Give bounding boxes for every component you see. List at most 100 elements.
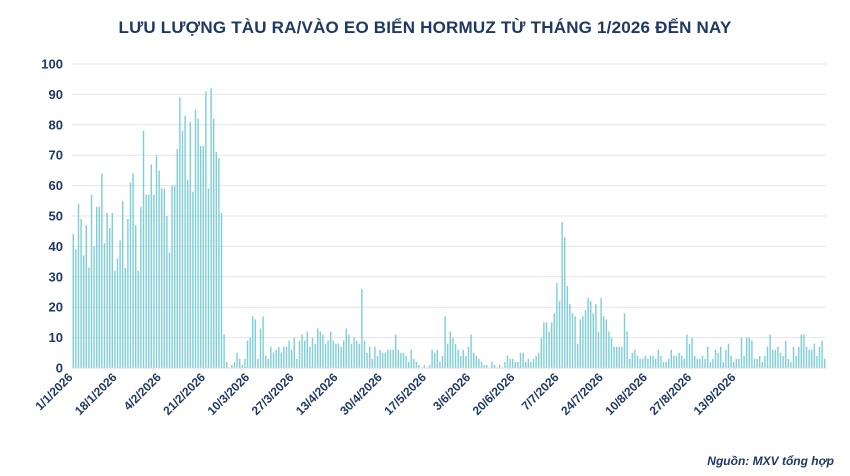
bar — [602, 316, 605, 368]
bar — [366, 352, 368, 368]
bar — [207, 188, 210, 368]
y-tick-label: 70 — [49, 148, 63, 163]
bar — [246, 340, 249, 368]
bar — [267, 358, 270, 368]
bar — [527, 358, 530, 368]
bar — [792, 346, 795, 368]
bar — [743, 355, 745, 368]
y-tick-label: 10 — [49, 330, 63, 345]
bar — [714, 349, 717, 368]
bar — [530, 361, 532, 368]
bar — [571, 313, 574, 368]
bar — [592, 313, 595, 368]
bar — [740, 337, 743, 368]
y-tick-label: 90 — [49, 87, 63, 102]
bar — [75, 249, 77, 368]
bar — [153, 194, 155, 368]
bar — [823, 358, 826, 368]
bar — [179, 97, 181, 368]
bar — [459, 355, 462, 368]
bar — [769, 334, 771, 368]
bar — [158, 170, 160, 368]
bar — [405, 355, 407, 368]
bar — [800, 334, 803, 368]
x-tick-label: 30/4/2026 — [337, 370, 385, 418]
bar — [142, 130, 145, 368]
bar — [686, 334, 688, 368]
bar — [127, 219, 129, 368]
bar — [805, 346, 808, 368]
bar — [709, 361, 712, 368]
bar — [329, 331, 332, 368]
bar — [303, 340, 306, 368]
bar — [173, 185, 176, 368]
bar — [145, 194, 147, 368]
bar — [134, 225, 137, 368]
bar — [556, 282, 558, 368]
bar — [735, 358, 738, 368]
bar — [582, 316, 584, 368]
bar — [808, 349, 810, 368]
bar — [491, 361, 493, 368]
bar — [93, 246, 95, 368]
bar — [394, 334, 397, 368]
bar — [155, 155, 158, 368]
source-note: Nguồn: MXV tổng hợp — [707, 454, 834, 468]
bar — [428, 364, 431, 368]
bar — [439, 361, 441, 368]
bar — [660, 355, 662, 368]
bar — [472, 352, 475, 368]
bar — [600, 298, 602, 368]
bar — [314, 343, 316, 368]
bar — [623, 313, 626, 368]
bar — [392, 349, 394, 368]
bar — [192, 191, 194, 368]
bar — [717, 352, 719, 368]
bar — [387, 349, 389, 368]
bar — [727, 343, 730, 368]
bar — [324, 343, 327, 368]
bar — [290, 349, 293, 368]
x-tick-label: 27/8/2026 — [647, 370, 695, 418]
bar — [407, 361, 410, 368]
bar — [569, 304, 571, 368]
bar — [467, 346, 470, 368]
bar — [150, 164, 153, 368]
bar — [384, 352, 387, 368]
bar — [480, 361, 483, 368]
bar — [761, 361, 764, 368]
bar — [225, 361, 228, 368]
bar — [241, 364, 244, 368]
bar — [220, 212, 223, 368]
bar — [553, 313, 556, 368]
bar — [818, 346, 821, 368]
bar — [85, 225, 88, 368]
bar — [379, 349, 381, 368]
bar — [543, 322, 545, 368]
bar — [264, 355, 267, 368]
bar — [189, 121, 192, 368]
bar — [753, 358, 756, 368]
bar — [647, 358, 649, 368]
bar — [116, 258, 119, 368]
bar — [706, 346, 709, 368]
bar — [449, 331, 452, 368]
bar — [545, 322, 548, 368]
bar — [345, 328, 348, 368]
bar — [626, 331, 628, 368]
bar — [101, 173, 103, 368]
bar — [381, 352, 384, 368]
bar — [566, 285, 569, 368]
bar — [436, 349, 439, 368]
bar — [327, 340, 329, 368]
bar — [790, 361, 792, 368]
bar — [319, 331, 322, 368]
x-tick-label: 10/3/2026 — [205, 370, 253, 418]
bar — [77, 203, 80, 368]
y-tick-label: 60 — [49, 178, 63, 193]
bar — [433, 352, 436, 368]
bar — [389, 349, 392, 368]
bar — [610, 337, 613, 368]
bar — [350, 343, 353, 368]
bar — [693, 355, 696, 368]
